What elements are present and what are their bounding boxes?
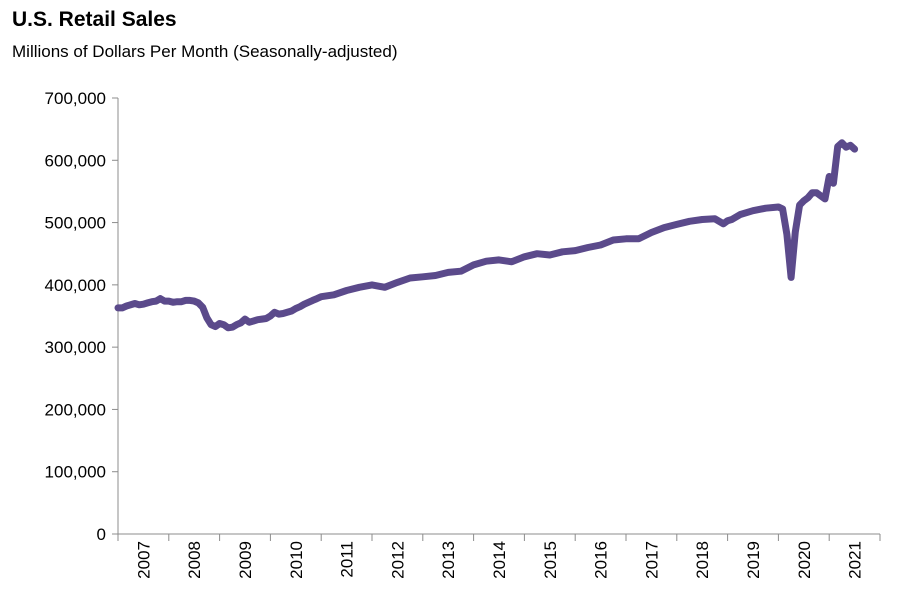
x-axis: 2007 2008 2009 2010 2011 2012 2013 2014 2015 2016…	[117, 533, 881, 579]
x-tick-label: 2012	[388, 541, 407, 579]
chart-title: U.S. Retail Sales	[12, 8, 177, 31]
x-tick-label: 2011	[338, 541, 357, 578]
x-tick-label: 2017	[642, 541, 661, 579]
y-tick-label: 400,000	[45, 276, 106, 295]
y-tick-label: 600,000	[45, 151, 106, 170]
x-tick-label: 2009	[236, 541, 255, 579]
x-tick-label: 2014	[490, 541, 509, 579]
x-tick-label: 2015	[541, 541, 560, 579]
y-tick-label: 100,000	[45, 463, 106, 482]
chart-subtitle: Millions of Dollars Per Month (Seasonall…	[12, 42, 398, 61]
y-tick-label: 200,000	[45, 400, 106, 419]
x-tick-label: 2013	[439, 541, 458, 579]
x-tick-label: 2018	[693, 541, 712, 579]
y-tick-label: 700,000	[45, 89, 106, 108]
plot-area	[114, 139, 859, 332]
y-axis: 0 100,000 200,000 300,000 400,000 500,000 600,…	[45, 89, 119, 544]
y-tick-label: 500,000	[45, 214, 106, 233]
x-tick-label: 2016	[592, 541, 611, 579]
x-tick-label: 2008	[185, 541, 204, 579]
x-tick-label: 2021	[846, 541, 865, 579]
x-tick-label: 2019	[744, 541, 763, 579]
y-tick-label: 0	[97, 525, 106, 544]
x-tick-label: 2010	[287, 541, 306, 579]
x-tick-label: 2020	[795, 541, 814, 579]
series-line	[114, 139, 859, 332]
y-tick-label: 300,000	[45, 338, 106, 357]
x-tick-label: 2007	[134, 541, 153, 579]
